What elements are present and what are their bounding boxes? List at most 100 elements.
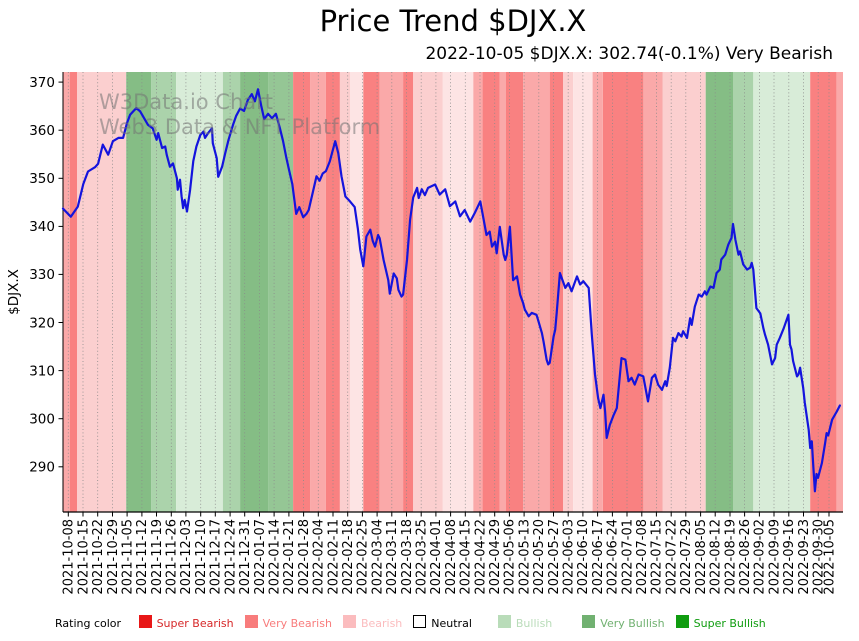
x-tick-label: 2021-11-05 — [120, 519, 135, 595]
x-tick-label: 2022-04-29 — [488, 519, 503, 595]
rating-band — [222, 72, 241, 512]
x-tick-label: 2022-08-26 — [738, 519, 753, 595]
legend-label: Bearish — [360, 617, 403, 630]
rating-band — [240, 72, 269, 512]
legend-label: Super Bullish — [693, 617, 766, 630]
legend-item-super-bearish: Super Bearish — [138, 615, 234, 630]
rating-band — [523, 72, 550, 512]
legend-title: Rating color — [55, 617, 122, 630]
x-tick-label: 2022-08-19 — [723, 519, 738, 595]
x-tick-label: 2022-09-09 — [767, 519, 782, 595]
legend-item-super-bullish: Super Bullish — [675, 615, 766, 630]
x-tick-label: 2021-11-26 — [165, 519, 180, 595]
rating-band — [836, 72, 843, 512]
rating-band — [268, 72, 294, 512]
rating-band — [176, 72, 223, 512]
x-tick-label: 2021-12-31 — [238, 519, 253, 595]
x-tick-label: 2022-04-15 — [459, 519, 474, 595]
x-tick-label: 2022-03-18 — [400, 519, 415, 595]
x-tick-label: 2022-10-05 — [822, 519, 837, 595]
legend-label: Very Bearish — [262, 617, 332, 630]
legend-swatch-icon — [138, 615, 152, 628]
page-title: Price Trend $DJX.X — [319, 4, 587, 38]
x-tick-label: 2022-05-13 — [517, 519, 532, 595]
legend-item-bullish: Bullish — [497, 615, 553, 630]
chart-subtitle-latest-quote: 2022-10-05 $DJX.X: 302.74(-0.1%) Very Be… — [425, 44, 833, 64]
y-tick-label: 310 — [29, 363, 55, 379]
x-tick-label: 2022-07-08 — [635, 519, 650, 595]
x-tick-label: 2022-07-22 — [665, 519, 680, 595]
rating-band — [442, 72, 474, 512]
x-tick-label: 2021-12-10 — [194, 519, 209, 595]
x-tick-label: 2022-02-11 — [326, 519, 341, 595]
x-tick-label: 2022-09-16 — [782, 519, 797, 595]
x-tick-label: 2021-11-12 — [135, 519, 150, 595]
x-tick-label: 2022-04-01 — [429, 519, 444, 595]
x-tick-label: 2022-01-14 — [267, 519, 282, 595]
x-tick-label: 2022-09-02 — [753, 519, 768, 595]
legend-label: Bullish — [515, 617, 553, 630]
rating-band — [705, 72, 733, 512]
rating-band — [506, 72, 524, 512]
x-tick-label: 2021-10-08 — [62, 519, 77, 595]
rating-band — [473, 72, 483, 512]
y-tick-label: 370 — [29, 75, 55, 91]
rating-band — [151, 72, 177, 512]
x-tick-label: 2022-05-06 — [503, 519, 518, 595]
x-tick-label: 2022-02-25 — [356, 519, 371, 595]
x-tick-label: 2021-12-17 — [209, 519, 224, 595]
x-tick-label: 2022-05-27 — [547, 519, 562, 595]
rating-band — [403, 72, 414, 512]
rating-band — [339, 72, 350, 512]
y-tick-label: 300 — [29, 412, 55, 428]
price-line — [61, 88, 842, 493]
x-tick-label: 2022-07-01 — [620, 519, 635, 595]
x-tick-label: 2021-11-19 — [150, 519, 165, 595]
rating-color-legend: Rating color Super Bearish Very Bearish Be… — [55, 615, 777, 630]
x-tick-label: 2022-03-04 — [370, 519, 385, 595]
y-tick-label: 320 — [29, 315, 55, 331]
rating-band — [379, 72, 404, 512]
legend-item-very-bearish: Very Bearish — [244, 615, 332, 630]
rating-bands-layer — [63, 72, 843, 512]
x-tick-label: 2021-10-22 — [91, 519, 106, 595]
legend-swatch-icon — [675, 615, 689, 628]
y-axis-layer: 290 300 310 320 330 340 350 360 370 — [29, 75, 63, 476]
legend-label: Very Bullish — [600, 617, 665, 630]
x-tick-label: 2021-12-03 — [179, 519, 194, 595]
x-tick-label: 2022-08-05 — [694, 519, 709, 595]
x-tick-label: 2021-10-15 — [76, 519, 91, 595]
legend-item-very-bullish: Very Bullish — [582, 615, 665, 630]
x-tick-label: 2022-01-21 — [282, 519, 297, 595]
rating-band — [70, 72, 77, 512]
x-tick-label: 2022-01-07 — [253, 519, 268, 595]
rating-band — [643, 72, 663, 512]
y-tick-label: 360 — [29, 123, 55, 139]
x-axis-layer: 2021-10-08 2021-10-15 2021-10-22 2021-10-29… — [62, 512, 837, 595]
legend-item-neutral: Neutral — [413, 615, 472, 630]
legend-swatch-icon — [497, 615, 511, 628]
rating-band — [733, 72, 754, 512]
rating-band — [592, 72, 603, 512]
x-tick-label: 2022-08-12 — [709, 519, 724, 595]
x-tick-label: 2022-06-03 — [562, 519, 577, 595]
x-tick-label: 2022-04-08 — [444, 519, 459, 595]
rating-band — [363, 72, 380, 512]
x-tick-label: 2022-06-17 — [591, 519, 606, 595]
rating-band — [413, 72, 443, 512]
x-tick-label: 2022-09-23 — [797, 519, 812, 595]
x-tick-label: 2021-12-24 — [223, 519, 238, 595]
rating-band — [482, 72, 500, 512]
y-tick-label: 330 — [29, 267, 55, 283]
rating-band — [293, 72, 311, 512]
x-tick-label: 2022-04-22 — [473, 519, 488, 595]
y-tick-label: 290 — [29, 460, 55, 476]
rating-band — [602, 72, 644, 512]
x-tick-label: 2021-10-29 — [106, 519, 121, 595]
x-tick-label: 2022-03-25 — [415, 519, 430, 595]
x-tick-label: 2022-05-20 — [532, 519, 547, 595]
x-tick-label: 2022-01-28 — [297, 519, 312, 595]
legend-swatch-icon — [342, 615, 356, 628]
